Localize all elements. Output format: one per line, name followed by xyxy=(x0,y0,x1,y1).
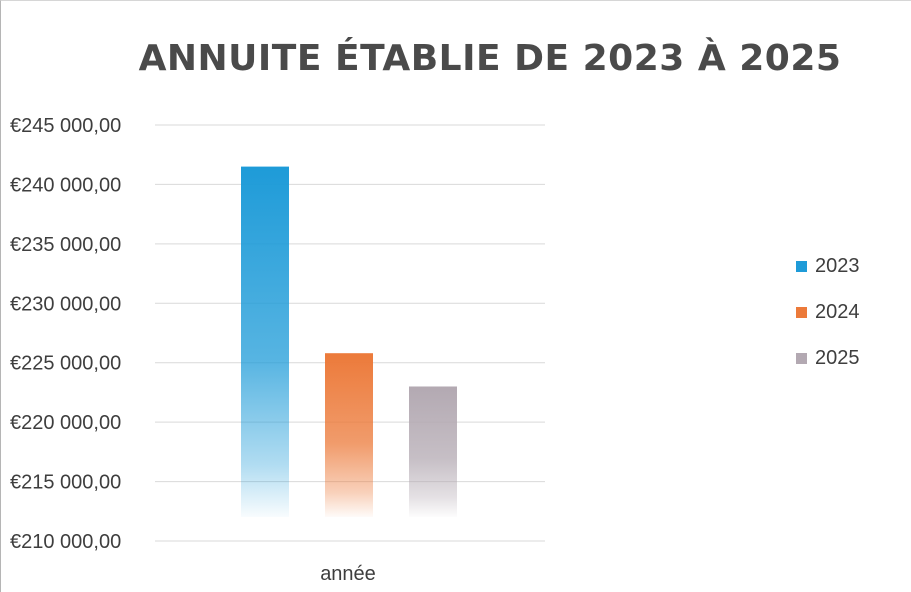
legend-item-2025: 2025 xyxy=(796,335,860,381)
y-tick-label: €210 000,00 xyxy=(10,531,121,553)
legend-swatch xyxy=(796,260,807,272)
y-tick-label: €225 000,00 xyxy=(10,353,121,375)
y-tick-label: €240 000,00 xyxy=(10,174,121,196)
y-axis-tick-labels: €245 000,00 €240 000,00 €235 000,00 €230 00… xyxy=(10,115,121,553)
bars xyxy=(241,166,457,517)
y-tick-label: €235 000,00 xyxy=(10,234,121,256)
legend-label: 2023 xyxy=(815,254,860,277)
y-tick-label: €215 000,00 xyxy=(10,472,121,494)
x-axis-tick-labels: année xyxy=(320,563,376,585)
legend-item-2023: 2023 xyxy=(796,243,860,289)
y-tick-label: €230 000,00 xyxy=(10,293,121,315)
chart-title: ANNUITE ÉTABLIE DE 2023 À 2025 xyxy=(138,38,842,79)
legend-label: 2025 xyxy=(815,346,860,369)
legend-swatch xyxy=(796,352,807,364)
legend-swatch xyxy=(796,306,807,318)
y-tick-label: €245 000,00 xyxy=(10,115,121,137)
y-tick-label: €220 000,00 xyxy=(10,412,121,434)
legend: 2023 2024 2025 xyxy=(796,243,860,381)
bar-2023 xyxy=(241,166,289,517)
bar-2025 xyxy=(409,386,457,517)
x-tick-label: année xyxy=(320,563,376,585)
legend-label: 2024 xyxy=(815,300,860,323)
bar-2024 xyxy=(325,353,373,517)
legend-item-2024: 2024 xyxy=(796,289,860,335)
